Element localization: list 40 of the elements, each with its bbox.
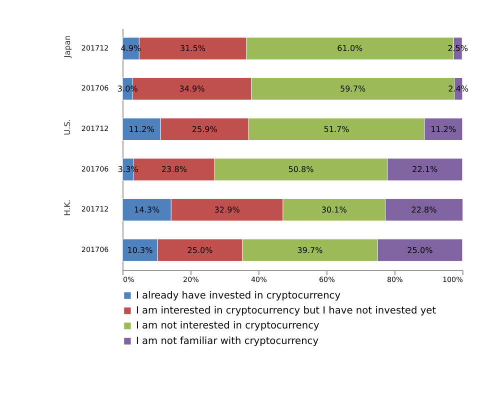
data-label: 22.8% bbox=[411, 205, 438, 214]
data-label: 50.8% bbox=[288, 165, 314, 174]
data-label: 39.7% bbox=[297, 246, 324, 255]
text: U.S. bbox=[62, 119, 72, 136]
x-tick-label: 60% bbox=[318, 275, 336, 284]
x-tick-label: 0% bbox=[122, 275, 135, 284]
data-label: 2.5% bbox=[448, 44, 468, 54]
data-label: 59.7% bbox=[340, 84, 366, 94]
data-label: 34.9% bbox=[179, 84, 206, 94]
y-tick-label: 201706 bbox=[81, 244, 110, 254]
x-tick-label: 80% bbox=[386, 275, 404, 284]
data-label: 32.9% bbox=[214, 205, 240, 214]
data-label: 14.3% bbox=[134, 205, 160, 214]
y-tick-label: 201712 bbox=[81, 124, 109, 133]
text: H.K. bbox=[62, 200, 72, 216]
data-label: 23.8% bbox=[161, 165, 188, 174]
y-tick-label: 201706 bbox=[81, 84, 110, 93]
legend-label: I am interested in cryptocurrency but I have not invested yet bbox=[136, 305, 436, 316]
y-tick-label: 201706 bbox=[81, 164, 110, 174]
legend-label: I already have invested in cryptocurrency bbox=[136, 290, 341, 302]
data-label: 11.2% bbox=[430, 124, 457, 134]
data-label: 2.4% bbox=[448, 84, 469, 94]
data-label: 10.3% bbox=[127, 246, 154, 255]
x-tick-label: 40% bbox=[251, 275, 268, 284]
data-label: 25.0% bbox=[187, 246, 214, 255]
y-tick-label: 201712 bbox=[81, 204, 109, 214]
legend-label: I am not interested in cryptocurrency bbox=[136, 320, 320, 332]
data-label: 22.1% bbox=[412, 165, 438, 174]
text: Japan bbox=[62, 35, 72, 59]
data-label: 25.9% bbox=[192, 124, 218, 134]
data-label: 31.5% bbox=[180, 44, 206, 54]
data-label: 61.0% bbox=[337, 44, 364, 54]
x-tick-label: 100% bbox=[442, 275, 464, 284]
data-label: 30.1% bbox=[321, 205, 348, 214]
data-label: 25.0% bbox=[407, 246, 434, 255]
x-tick-label: 20% bbox=[183, 275, 200, 284]
data-label: 51.7% bbox=[324, 124, 350, 134]
y-tick-label: 201712 bbox=[81, 43, 109, 52]
data-label: 11.2% bbox=[128, 124, 155, 134]
legend-label: I am not familiar with cryptocurrency bbox=[136, 336, 319, 347]
